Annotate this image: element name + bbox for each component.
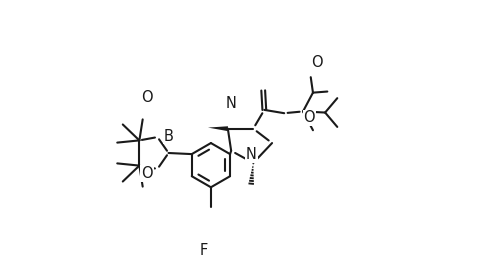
Text: O: O xyxy=(312,55,323,70)
Polygon shape xyxy=(208,126,228,131)
Text: O: O xyxy=(304,111,315,125)
Text: F: F xyxy=(200,243,208,258)
Text: N: N xyxy=(226,96,236,111)
Text: O: O xyxy=(141,90,153,105)
Text: O: O xyxy=(141,166,153,181)
Text: N: N xyxy=(246,147,257,162)
Text: B: B xyxy=(164,128,173,144)
